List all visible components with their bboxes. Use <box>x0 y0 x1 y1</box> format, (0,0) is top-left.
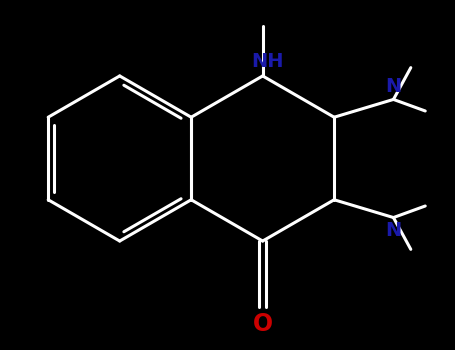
Text: N: N <box>385 221 402 240</box>
Text: N: N <box>385 77 402 96</box>
Text: O: O <box>253 312 273 336</box>
Text: NH: NH <box>252 52 284 71</box>
